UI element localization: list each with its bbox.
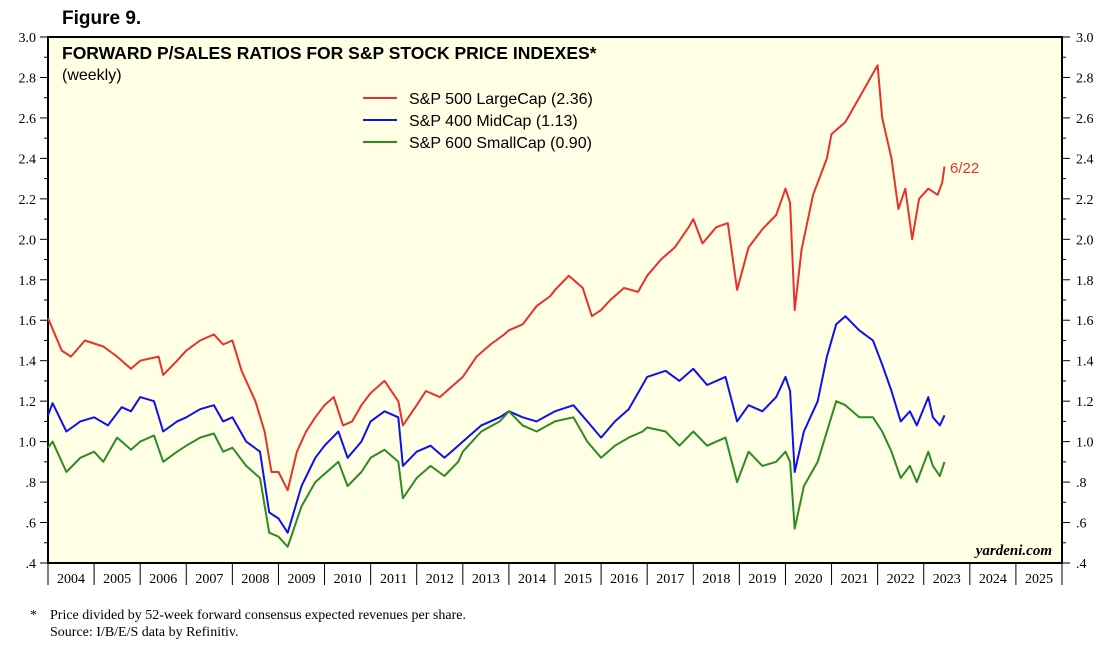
x-tick-label: 2018 [702,572,730,587]
y-tick-label-left: .6 [26,517,37,532]
x-axis: 2004 2005 2006 2007 2008 2009 2010 2011 2012 2013… [47,563,1063,587]
legend: S&P 500 LargeCap (2.36) S&P 400 MidCap (… [363,91,593,152]
x-tick-label: 2015 [564,572,592,587]
y-tick-label-right: 1.0 [1076,436,1094,451]
y-tick-label-right: .6 [1076,517,1087,532]
y-tick-label-left: 2.2 [19,193,37,208]
x-tick-label: 2021 [841,572,869,587]
x-tick-label: 2025 [1025,572,1053,587]
footnote-line-1: Price divided by 52-week forward consens… [50,608,466,623]
legend-label-sp400: S&P 400 MidCap (1.13) [409,113,578,130]
x-tick-label: 2006 [149,572,177,587]
x-tick-label: 2008 [241,572,269,587]
series-line-sp400 [47,315,946,534]
y-tick-label-left: 2.0 [19,233,37,248]
x-tick-label: 2007 [195,572,223,587]
x-tick-label: 2011 [380,572,407,587]
x-tick-label: 2023 [933,572,961,587]
y-tick-label-left: 1.6 [19,314,37,329]
y-tick-label-right: 1.6 [1076,314,1094,329]
y-tick-label-right: 2.0 [1076,233,1094,248]
y-tick-label-left: 2.4 [19,152,37,167]
x-tick-label: 2017 [656,572,684,587]
footnote-line-2: Source: I/B/E/S data by Refinitiv. [50,625,238,640]
figure-label: Figure 9. [62,8,141,29]
x-tick-label: 2022 [887,572,915,587]
y-axis: 3.0 3.0 2.8 2.8 2.6 2.6 2.4 2.4 2.2 2.2 2.0 2.0 1.8 1… [19,31,1094,572]
x-tick-label: 2005 [103,572,131,587]
footnote-marker: * [30,608,37,623]
series-line-sp600 [47,400,946,548]
y-tick-label-right: 2.4 [1076,152,1094,167]
legend-label-sp600: S&P 600 SmallCap (0.90) [409,135,592,152]
y-tick-label-right: 1.2 [1076,395,1094,410]
y-tick-label-right: 2.2 [1076,193,1094,208]
x-tick-label: 2013 [472,572,500,587]
series-line-sp500 [47,64,946,492]
y-tick-label-right: .8 [1076,476,1087,491]
chart-title: FORWARD P/SALES RATIOS FOR S&P STOCK PRI… [62,43,597,63]
x-tick-label: 2024 [979,572,1007,587]
y-tick-label-right: 2.6 [1076,112,1094,127]
y-tick-label-right: 1.8 [1076,274,1094,289]
x-tick-label: 2010 [334,572,362,587]
legend-label-sp500: S&P 500 LargeCap (2.36) [409,91,593,108]
y-tick-label-left: 2.6 [19,112,37,127]
plot-area [47,36,1063,564]
x-tick-label: 2014 [518,572,546,587]
y-tick-label-left: 1.0 [19,436,37,451]
x-tick-label: 2004 [57,572,85,587]
y-tick-label-right: .4 [1076,557,1087,572]
date-annotation: 6/22 [950,160,979,177]
y-tick-label-left: .8 [26,476,37,491]
x-tick-label: 2012 [426,572,454,587]
y-tick-label-left: 2.8 [19,71,37,86]
y-tick-label-right: 3.0 [1076,31,1094,46]
y-tick-label-left: .4 [26,557,37,572]
series-lines [47,64,946,548]
x-tick-label: 2020 [795,572,823,587]
chart-subtitle: (weekly) [62,67,122,84]
x-tick-label: 2009 [288,572,316,587]
x-tick-label: 2019 [748,572,776,587]
y-tick-label-right: 2.8 [1076,71,1094,86]
y-tick-label-right: 1.4 [1076,355,1094,370]
y-tick-label-left: 1.4 [19,355,37,370]
y-tick-label-left: 1.2 [19,395,37,410]
y-tick-label-left: 1.8 [19,274,37,289]
watermark: yardeni.com [974,543,1052,559]
x-tick-label: 2016 [610,572,638,587]
y-tick-label-left: 3.0 [19,31,37,46]
